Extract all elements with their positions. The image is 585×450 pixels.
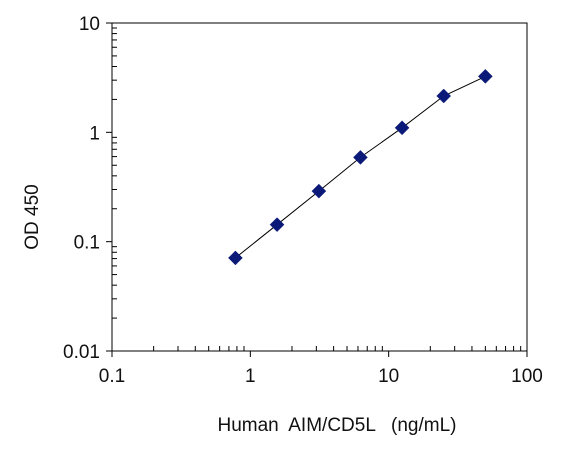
plot-area <box>111 22 528 352</box>
fit-line <box>235 75 486 259</box>
y-axis-title: OD 450 <box>22 184 43 249</box>
data-point <box>394 120 410 136</box>
x-tick-labels: 0.1 1 10 100 <box>99 366 543 387</box>
y-tick-labels: 0.01 0.1 1 10 <box>63 14 100 363</box>
x-axis-title: Human AIM/CD5L (ng/mL) <box>218 415 457 436</box>
minor-ticks <box>106 22 528 357</box>
data-point <box>269 217 285 233</box>
fit-line-group <box>235 75 486 259</box>
x-tick-label: 100 <box>511 366 543 387</box>
x-tick-label: 1 <box>245 366 256 387</box>
y-tick-label: 0.01 <box>63 342 100 363</box>
data-point <box>436 88 452 104</box>
y-tick-label: 1 <box>89 123 100 144</box>
data-point <box>478 69 493 84</box>
data-point <box>353 150 368 165</box>
y-tick-label: 0.1 <box>74 233 100 254</box>
data-points <box>228 69 493 266</box>
y-tick-label: 10 <box>79 14 100 35</box>
x-tick-label: 10 <box>378 366 399 387</box>
x-tick-label: 0.1 <box>99 366 125 387</box>
data-point <box>228 250 243 266</box>
data-point <box>311 183 327 199</box>
